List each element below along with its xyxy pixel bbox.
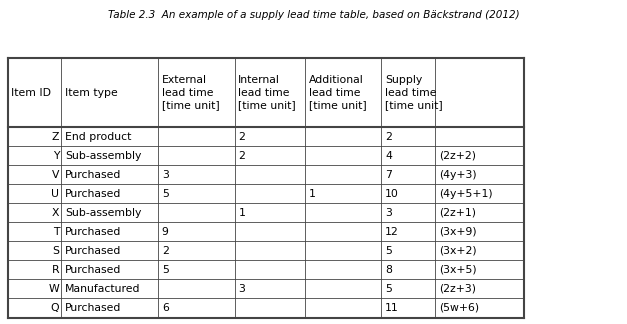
Text: Sub-assembly: Sub-assembly (65, 208, 142, 218)
Text: (2z+1): (2z+1) (439, 208, 476, 218)
Text: 8: 8 (385, 265, 392, 275)
Text: Table 2.3  An example of a supply lead time table, based on Bäckstrand (2012): Table 2.3 An example of a supply lead ti… (108, 10, 519, 20)
Text: (4y+5+1): (4y+5+1) (439, 189, 493, 199)
Text: 2: 2 (238, 151, 245, 161)
Text: Purchased: Purchased (65, 189, 122, 199)
Text: (5w+6): (5w+6) (439, 303, 479, 313)
Text: 3: 3 (162, 170, 169, 179)
Text: T: T (53, 227, 60, 237)
Text: Item type: Item type (65, 88, 118, 98)
Text: R: R (52, 265, 60, 275)
Text: (3x+2): (3x+2) (439, 246, 477, 256)
Text: W: W (49, 284, 60, 294)
Text: Sub-assembly: Sub-assembly (65, 151, 142, 161)
Text: 7: 7 (385, 170, 392, 179)
Text: 9: 9 (162, 227, 169, 237)
Text: 6: 6 (162, 303, 169, 313)
Text: Q: Q (51, 303, 60, 313)
Text: Purchased: Purchased (65, 265, 122, 275)
Text: 1: 1 (238, 208, 245, 218)
Text: (3x+9): (3x+9) (439, 227, 477, 237)
Text: 12: 12 (385, 227, 399, 237)
Text: 10: 10 (385, 189, 399, 199)
Text: End product: End product (65, 132, 132, 142)
Text: 5: 5 (162, 265, 169, 275)
Text: Purchased: Purchased (65, 170, 122, 179)
Text: (3x+5): (3x+5) (439, 265, 477, 275)
Text: Z: Z (52, 132, 60, 142)
Text: 5: 5 (385, 284, 392, 294)
Text: (4y+3): (4y+3) (439, 170, 477, 179)
Text: 2: 2 (385, 132, 392, 142)
Text: Internal
lead time
[time unit]: Internal lead time [time unit] (238, 75, 296, 110)
Text: 11: 11 (385, 303, 399, 313)
Text: 4: 4 (385, 151, 392, 161)
Text: Purchased: Purchased (65, 246, 122, 256)
Text: Purchased: Purchased (65, 303, 122, 313)
Text: 3: 3 (385, 208, 392, 218)
Text: Manufactured: Manufactured (65, 284, 140, 294)
Text: X: X (52, 208, 60, 218)
Text: Additional
lead time
[time unit]: Additional lead time [time unit] (308, 75, 366, 110)
Text: 3: 3 (238, 284, 245, 294)
Text: Supply
lead time
[time unit]: Supply lead time [time unit] (385, 75, 443, 110)
Text: (2z+2): (2z+2) (439, 151, 476, 161)
Text: Y: Y (53, 151, 60, 161)
Text: S: S (53, 246, 60, 256)
Text: Purchased: Purchased (65, 227, 122, 237)
Text: External
lead time
[time unit]: External lead time [time unit] (162, 75, 219, 110)
Text: Item ID: Item ID (11, 88, 51, 98)
Text: 2: 2 (162, 246, 169, 256)
Text: U: U (51, 189, 60, 199)
Text: 5: 5 (385, 246, 392, 256)
Text: 5: 5 (162, 189, 169, 199)
Text: 1: 1 (308, 189, 315, 199)
Text: V: V (52, 170, 60, 179)
Text: 2: 2 (238, 132, 245, 142)
Text: (2z+3): (2z+3) (439, 284, 476, 294)
